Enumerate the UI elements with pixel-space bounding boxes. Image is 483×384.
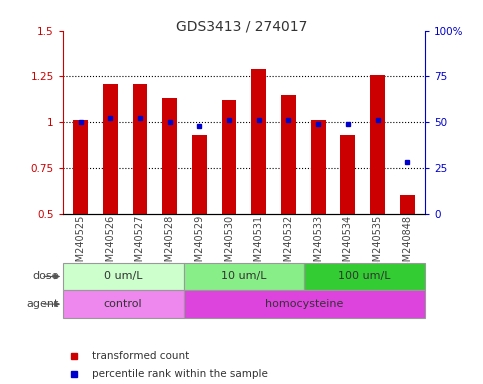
Text: percentile rank within the sample: percentile rank within the sample [92, 369, 268, 379]
Text: dose: dose [33, 271, 59, 281]
Bar [184, 263, 304, 290]
Text: control: control [104, 299, 142, 309]
Bar [103, 84, 118, 214]
Text: 100 um/L: 100 um/L [339, 271, 391, 281]
Bar [132, 84, 147, 214]
Bar [222, 100, 237, 214]
Text: GDS3413 / 274017: GDS3413 / 274017 [176, 19, 307, 33]
Text: 10 um/L: 10 um/L [221, 271, 267, 281]
Bar [162, 98, 177, 214]
Bar [63, 263, 184, 290]
Bar [251, 69, 266, 214]
Bar [63, 290, 184, 318]
Bar [184, 290, 425, 318]
Bar [73, 120, 88, 214]
Text: 0 um/L: 0 um/L [104, 271, 142, 281]
Bar [370, 74, 385, 214]
Text: transformed count: transformed count [92, 351, 189, 361]
Bar [304, 263, 425, 290]
Bar [400, 195, 414, 214]
Bar [311, 120, 326, 214]
Bar [281, 95, 296, 214]
Bar [192, 135, 207, 214]
Text: agent: agent [27, 299, 59, 309]
Text: homocysteine: homocysteine [265, 299, 343, 309]
Bar [341, 135, 355, 214]
